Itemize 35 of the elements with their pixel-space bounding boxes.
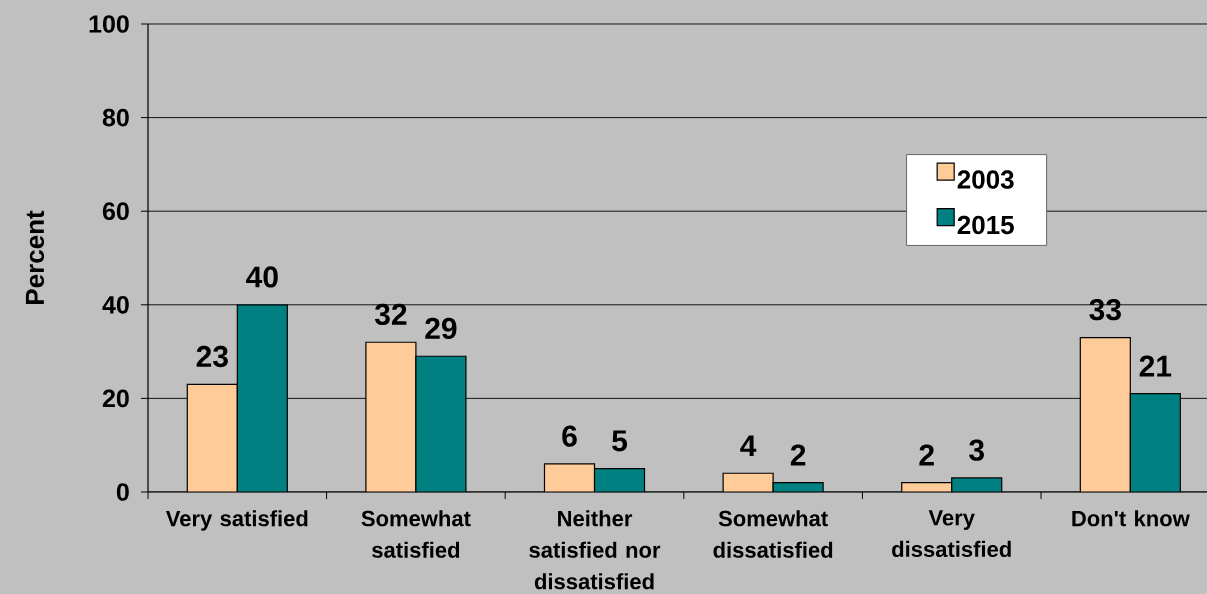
bar [1129,393,1181,492]
data-label: 4 [740,435,757,457]
y-tick-label: 0 [116,483,129,501]
x-tick-label: Somewhat satisfied [361,510,471,558]
bar [236,304,288,492]
data-label: 32 [374,303,407,326]
bar [365,341,417,492]
data-label: 40 [246,266,278,288]
data-label: 6 [562,425,577,447]
bar [543,463,596,492]
y-tick-label: 80 [102,108,129,127]
data-label: 33 [1089,299,1121,321]
data-label: 29 [425,317,457,340]
bar [415,355,467,492]
x-tick-label: Very satisfied [165,510,308,531]
data-label: 3 [969,439,984,461]
y-tick-label: 40 [102,295,129,314]
y-tick-label: 100 [89,15,129,33]
y-tick-label: 20 [102,389,129,408]
data-label: 2 [919,444,934,466]
y-tick-label: 60 [102,202,129,221]
data-label: 5 [612,430,628,452]
x-tick-label: Don't know [1072,510,1190,527]
bar [1079,336,1131,492]
data-label: 21 [1139,355,1172,377]
bar [593,467,646,492]
x-tick-label: Neither satisfied nor dissatisfied [529,510,661,590]
bar [186,383,238,492]
y-axis-title: Percent [25,210,45,304]
legend-label: 2015 [957,215,1014,235]
data-label: 23 [196,345,228,368]
legend-label: 2003 [957,170,1014,189]
x-tick-label: Somewhat dissatisfied [713,510,833,558]
x-tick-label: Very dissatisfied [892,510,1011,558]
data-label: 2 [790,444,806,466]
